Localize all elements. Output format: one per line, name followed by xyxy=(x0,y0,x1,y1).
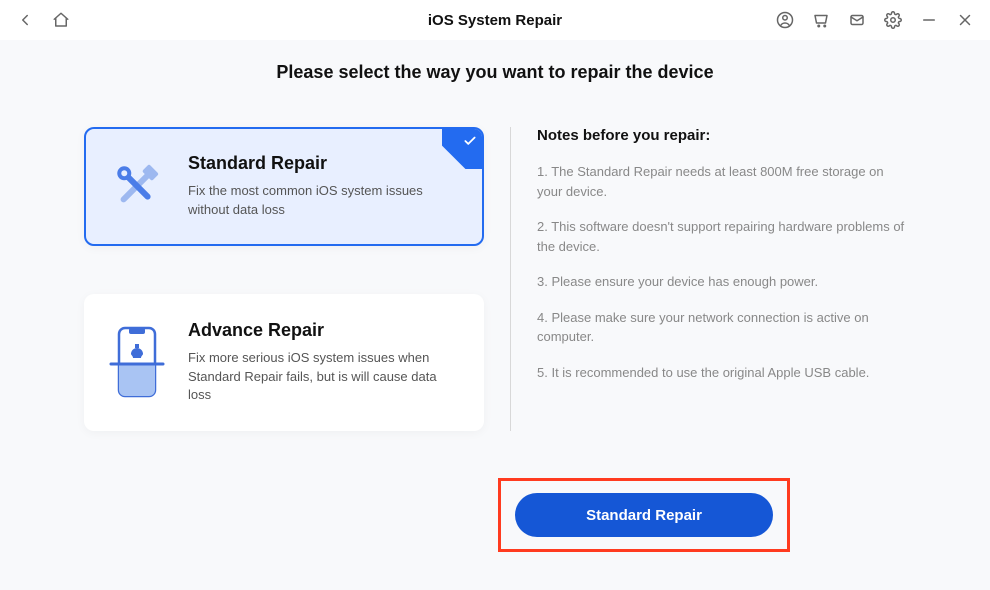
advance-repair-title: Advance Repair xyxy=(188,320,462,341)
titlebar: iOS System Repair xyxy=(0,0,990,40)
selected-check-icon xyxy=(442,129,482,169)
content: Standard Repair Fix the most common iOS … xyxy=(0,127,990,431)
repair-options: Standard Repair Fix the most common iOS … xyxy=(84,127,484,431)
advance-repair-desc: Fix more serious iOS system issues when … xyxy=(188,349,462,406)
notes-title: Notes before you repair: xyxy=(537,127,906,144)
note-item: 1. The Standard Repair needs at least 80… xyxy=(537,162,906,201)
notes-panel: Notes before you repair: 1. The Standard… xyxy=(537,127,906,431)
gear-icon[interactable] xyxy=(884,11,902,29)
mail-icon[interactable] xyxy=(848,11,866,29)
note-item: 2. This software doesn't support repairi… xyxy=(537,217,906,256)
standard-repair-body: Standard Repair Fix the most common iOS … xyxy=(188,153,462,220)
cart-icon[interactable] xyxy=(812,11,830,29)
close-icon[interactable] xyxy=(956,11,974,29)
account-icon[interactable] xyxy=(776,11,794,29)
advance-repair-body: Advance Repair Fix more serious iOS syst… xyxy=(188,320,462,406)
tools-icon xyxy=(106,153,168,220)
note-item: 5. It is recommended to use the original… xyxy=(537,363,906,383)
standard-repair-button[interactable]: Standard Repair xyxy=(515,493,773,537)
minimize-icon[interactable] xyxy=(920,11,938,29)
home-icon[interactable] xyxy=(52,11,70,29)
titlebar-right xyxy=(776,11,974,29)
back-icon[interactable] xyxy=(16,11,34,29)
standard-repair-desc: Fix the most common iOS system issues wi… xyxy=(188,182,462,220)
phone-scan-icon xyxy=(106,320,168,406)
advance-repair-card[interactable]: Advance Repair Fix more serious iOS syst… xyxy=(84,294,484,432)
note-item: 3. Please ensure your device has enough … xyxy=(537,272,906,292)
page-heading: Please select the way you want to repair… xyxy=(0,62,990,83)
cta-highlight-box: Standard Repair xyxy=(498,478,790,552)
vertical-divider xyxy=(510,127,511,431)
standard-repair-card[interactable]: Standard Repair Fix the most common iOS … xyxy=(84,127,484,246)
window-title: iOS System Repair xyxy=(428,12,562,29)
titlebar-left xyxy=(16,11,70,29)
note-item: 4. Please make sure your network connect… xyxy=(537,308,906,347)
standard-repair-title: Standard Repair xyxy=(188,153,462,174)
